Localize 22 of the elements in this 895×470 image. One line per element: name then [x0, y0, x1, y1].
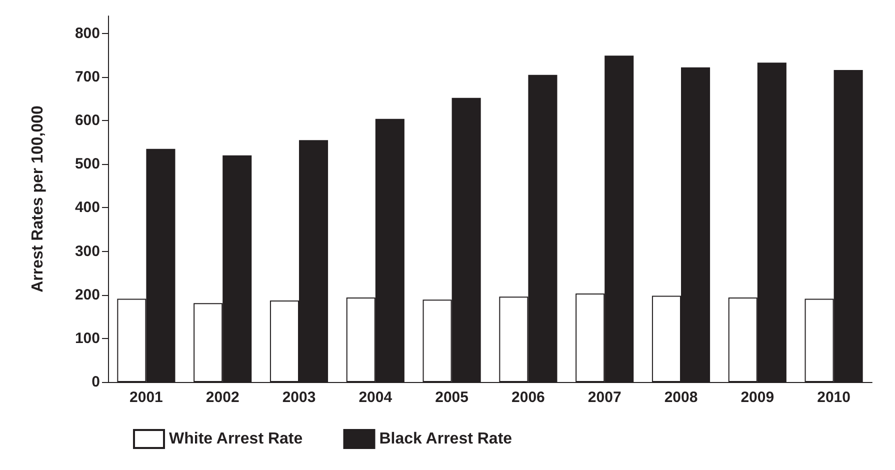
y-tick-label: 0: [92, 374, 100, 390]
y-tick-label: 100: [74, 330, 100, 347]
x-tick-label: 2003: [282, 389, 316, 406]
y-tick-label: 500: [74, 156, 100, 173]
legend-label: White Arrest Rate: [169, 430, 303, 448]
x-tick-label: 2004: [358, 389, 393, 406]
x-tick-label: 2005: [435, 389, 468, 406]
x-tick-label: 2006: [512, 389, 545, 406]
x-tick-label: 2007: [588, 389, 622, 406]
y-tick-label: 300: [74, 242, 100, 260]
y-tick-label: 700: [74, 68, 100, 86]
x-tick-label: 2008: [664, 389, 698, 406]
y-tick-label: 800: [74, 24, 100, 42]
y-tick-label: 400: [74, 199, 100, 216]
y-tick-label: 200: [74, 286, 100, 304]
x-tick-label: 2001: [130, 389, 163, 406]
x-tick-label: 2002: [206, 389, 240, 406]
x-tick-label: 2009: [740, 389, 774, 406]
legend-label: Black Arrest Rate: [379, 430, 512, 448]
x-tick-label: 2010: [817, 389, 850, 406]
y-tick-label: 600: [74, 112, 100, 130]
y-axis-title: Arrest Rates per 100,000: [30, 106, 46, 292]
